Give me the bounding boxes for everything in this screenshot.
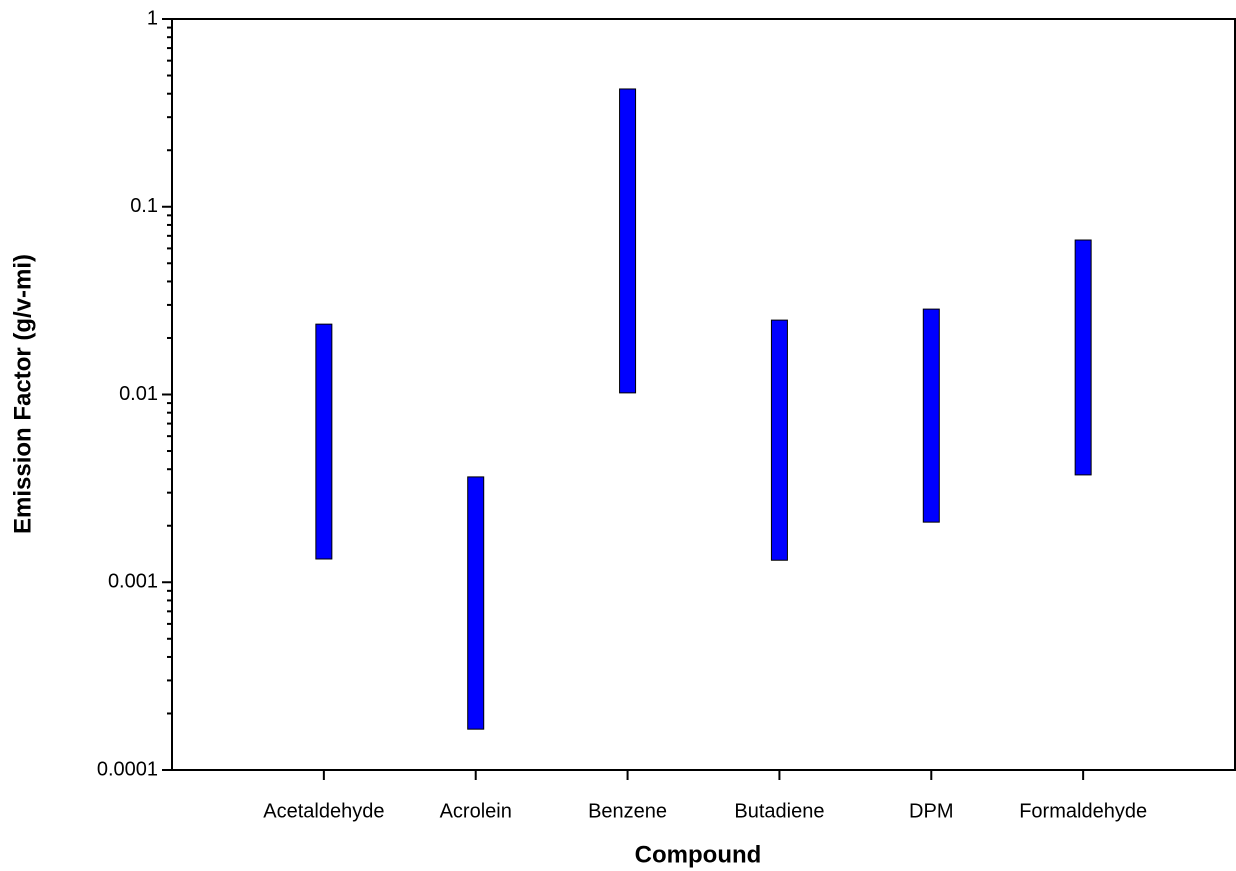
x-tick-label: Acrolein — [440, 800, 512, 822]
y-tick-label: 0.1 — [130, 195, 158, 217]
y-tick-label: 0.01 — [119, 383, 158, 405]
range-bar — [467, 476, 485, 730]
range-bar — [619, 88, 637, 394]
y-tick-label: 1 — [147, 7, 158, 29]
range-bar — [922, 308, 940, 523]
y-tick-label: 0.001 — [108, 571, 158, 593]
x-tick-label: DPM — [909, 800, 953, 822]
range-bar — [1074, 239, 1092, 476]
y-tick-label: 0.0001 — [97, 758, 158, 780]
x-tick-label: Acetaldehyde — [263, 800, 384, 822]
range-bar — [770, 319, 788, 561]
x-axis-title: Compound — [635, 841, 762, 868]
x-tick-label: Benzene — [588, 800, 667, 822]
x-tick-label: Butadiene — [734, 800, 824, 822]
range-bar — [315, 323, 333, 560]
y-axis-title: Emission Factor (g/v-mi) — [9, 254, 36, 534]
x-tick-label: Formaldehyde — [1019, 800, 1147, 822]
